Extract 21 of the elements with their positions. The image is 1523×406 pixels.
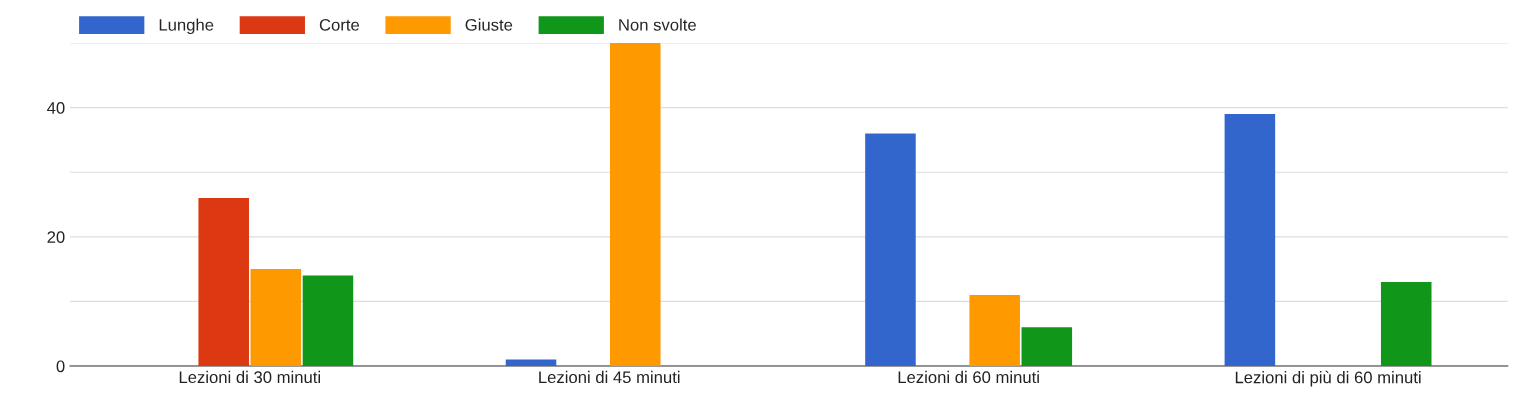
bar [198, 198, 249, 367]
bar [302, 275, 354, 367]
x-tick-label: Lezioni di 60 minuti [898, 370, 1039, 384]
y-tick-label: 0 [56, 360, 65, 373]
x-tick-label: Lezioni di 30 minuti [179, 370, 320, 384]
y-tick-label: 20 [47, 231, 65, 244]
bar [969, 294, 1020, 367]
bar [609, 43, 661, 367]
bar [865, 133, 916, 367]
legend-label: Non svolte [619, 18, 696, 31]
x-tick-label: Lezioni di 45 minuti [539, 370, 680, 384]
legend-label: Corte [319, 18, 360, 31]
bar [250, 269, 302, 367]
legend-label: Giuste [465, 18, 513, 31]
bar [1380, 282, 1432, 367]
bar [1021, 327, 1073, 367]
bar [505, 359, 557, 367]
x-tick-label: Lezioni di più di 60 minuti [1235, 370, 1421, 387]
legend-label: Lunghe [159, 18, 214, 35]
bar [1224, 114, 1276, 367]
y-tick-label: 40 [47, 102, 65, 114]
